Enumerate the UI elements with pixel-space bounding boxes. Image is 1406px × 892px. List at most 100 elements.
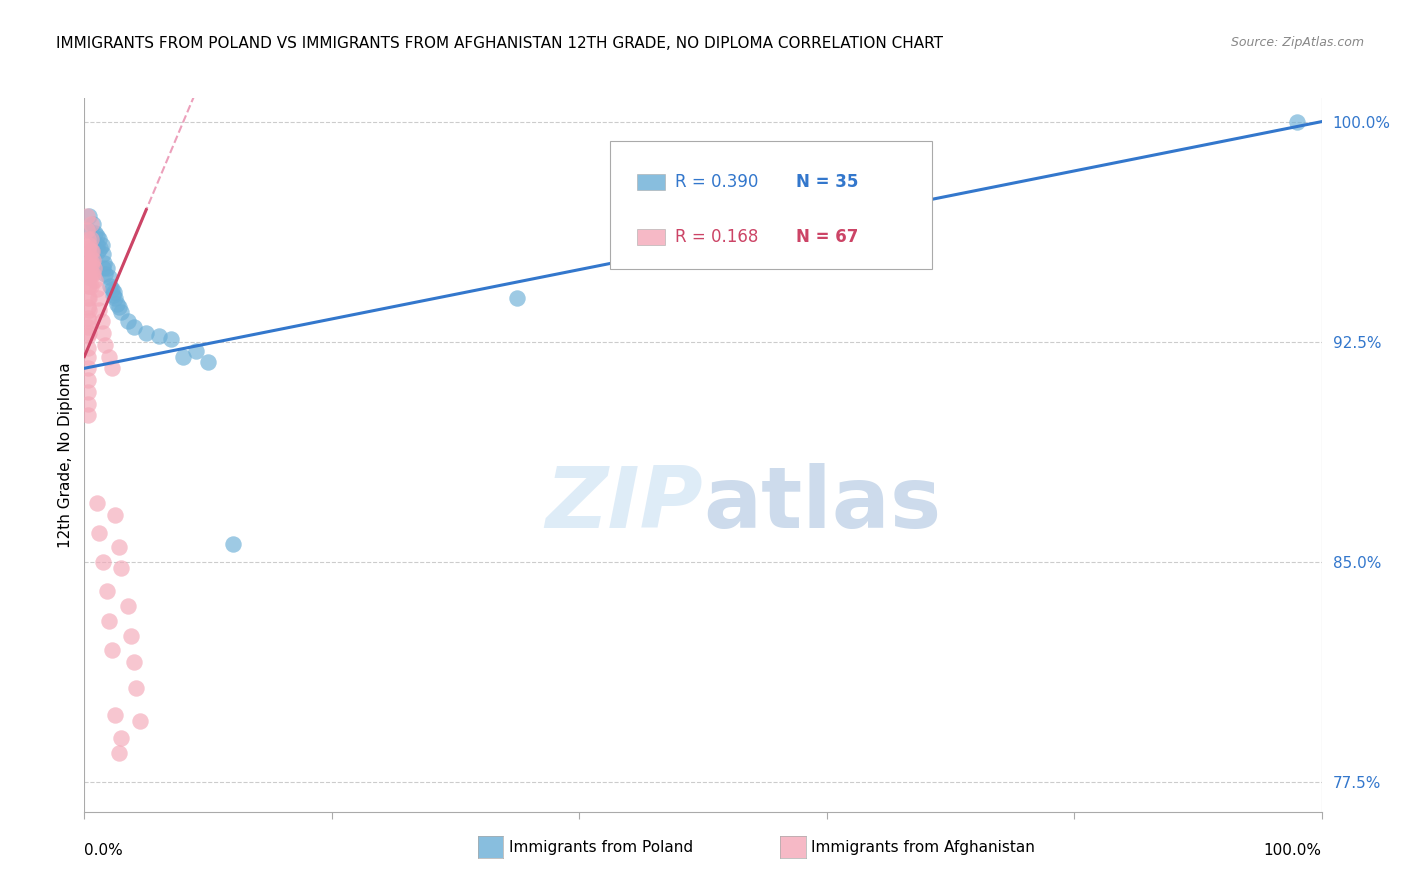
Point <box>110 561 132 575</box>
Text: Immigrants from Afghanistan: Immigrants from Afghanistan <box>811 840 1035 855</box>
Point <box>89 232 111 246</box>
Point <box>79 291 101 305</box>
Point <box>90 314 112 328</box>
Point <box>197 355 219 369</box>
Point <box>184 343 207 358</box>
Point <box>222 537 245 551</box>
Text: 100.0%: 100.0% <box>1264 843 1322 858</box>
Point <box>100 282 122 296</box>
Point <box>79 302 101 317</box>
Point <box>79 209 101 223</box>
Point <box>101 288 124 302</box>
Point <box>117 599 139 614</box>
Point <box>77 223 100 237</box>
Point <box>104 707 127 722</box>
Point <box>79 238 101 252</box>
Point <box>91 326 114 340</box>
Point <box>77 409 100 423</box>
Point <box>160 332 183 346</box>
Point <box>122 655 145 669</box>
Point <box>77 261 100 276</box>
Point <box>91 246 114 260</box>
Point <box>77 241 100 255</box>
Point <box>79 218 101 232</box>
Text: 0.0%: 0.0% <box>84 843 124 858</box>
Text: IMMIGRANTS FROM POLAND VS IMMIGRANTS FROM AFGHANISTAN 12TH GRADE, NO DIPLOMA COR: IMMIGRANTS FROM POLAND VS IMMIGRANTS FRO… <box>56 36 943 51</box>
Point <box>87 244 110 258</box>
Point <box>82 218 104 232</box>
Point <box>77 311 100 326</box>
FancyBboxPatch shape <box>637 229 665 245</box>
Point <box>108 300 131 314</box>
Point <box>86 282 108 296</box>
Point <box>93 255 115 269</box>
Point <box>77 350 100 364</box>
Point <box>98 279 121 293</box>
Point <box>77 373 100 387</box>
Point <box>89 525 111 540</box>
Point <box>79 326 101 340</box>
Text: Immigrants from Poland: Immigrants from Poland <box>509 840 693 855</box>
Point <box>94 338 117 352</box>
Text: N = 67: N = 67 <box>796 228 858 246</box>
Point <box>77 320 100 334</box>
Text: N = 35: N = 35 <box>796 173 858 191</box>
Point <box>79 246 101 260</box>
Point <box>80 244 103 258</box>
Point <box>80 255 103 269</box>
Point <box>79 232 101 246</box>
Point <box>91 261 114 276</box>
Point <box>110 731 132 746</box>
Point <box>100 361 122 376</box>
Point <box>129 714 152 728</box>
Text: ZIP: ZIP <box>546 463 703 547</box>
Point <box>86 238 108 252</box>
Text: Source: ZipAtlas.com: Source: ZipAtlas.com <box>1230 36 1364 49</box>
Point <box>77 396 100 410</box>
Point <box>77 291 100 305</box>
Point <box>77 341 100 355</box>
Point <box>110 305 132 319</box>
Point <box>79 268 101 282</box>
Point <box>96 584 118 599</box>
Point <box>79 255 101 269</box>
Text: R = 0.390: R = 0.390 <box>675 173 758 191</box>
Point <box>79 279 101 293</box>
Point <box>89 302 111 317</box>
Point <box>77 270 100 285</box>
Text: atlas: atlas <box>703 463 941 547</box>
Point <box>120 628 142 642</box>
Point <box>76 209 98 223</box>
Point <box>80 268 103 282</box>
Point <box>77 300 100 314</box>
Point <box>77 384 100 399</box>
Point <box>98 270 121 285</box>
Point <box>148 329 170 343</box>
Point <box>86 496 108 510</box>
Point <box>100 643 122 657</box>
Point <box>82 268 104 282</box>
Point <box>108 746 131 760</box>
Point <box>91 555 114 569</box>
Point <box>98 614 121 628</box>
Point <box>84 226 107 240</box>
Point <box>94 268 117 282</box>
Point <box>77 329 100 343</box>
Point <box>135 326 157 340</box>
Point <box>82 252 104 267</box>
Point <box>122 320 145 334</box>
Point <box>96 261 118 276</box>
Point <box>1285 114 1308 128</box>
Point <box>83 261 105 276</box>
Point <box>77 252 100 267</box>
Point <box>172 350 194 364</box>
Y-axis label: 12th Grade, No Diploma: 12th Grade, No Diploma <box>58 362 73 548</box>
Point <box>79 268 101 282</box>
Point <box>98 350 121 364</box>
Point <box>104 508 127 522</box>
Text: R = 0.168: R = 0.168 <box>675 228 758 246</box>
Point <box>117 314 139 328</box>
Point <box>86 229 108 244</box>
Point <box>105 296 128 310</box>
Point <box>89 241 111 255</box>
